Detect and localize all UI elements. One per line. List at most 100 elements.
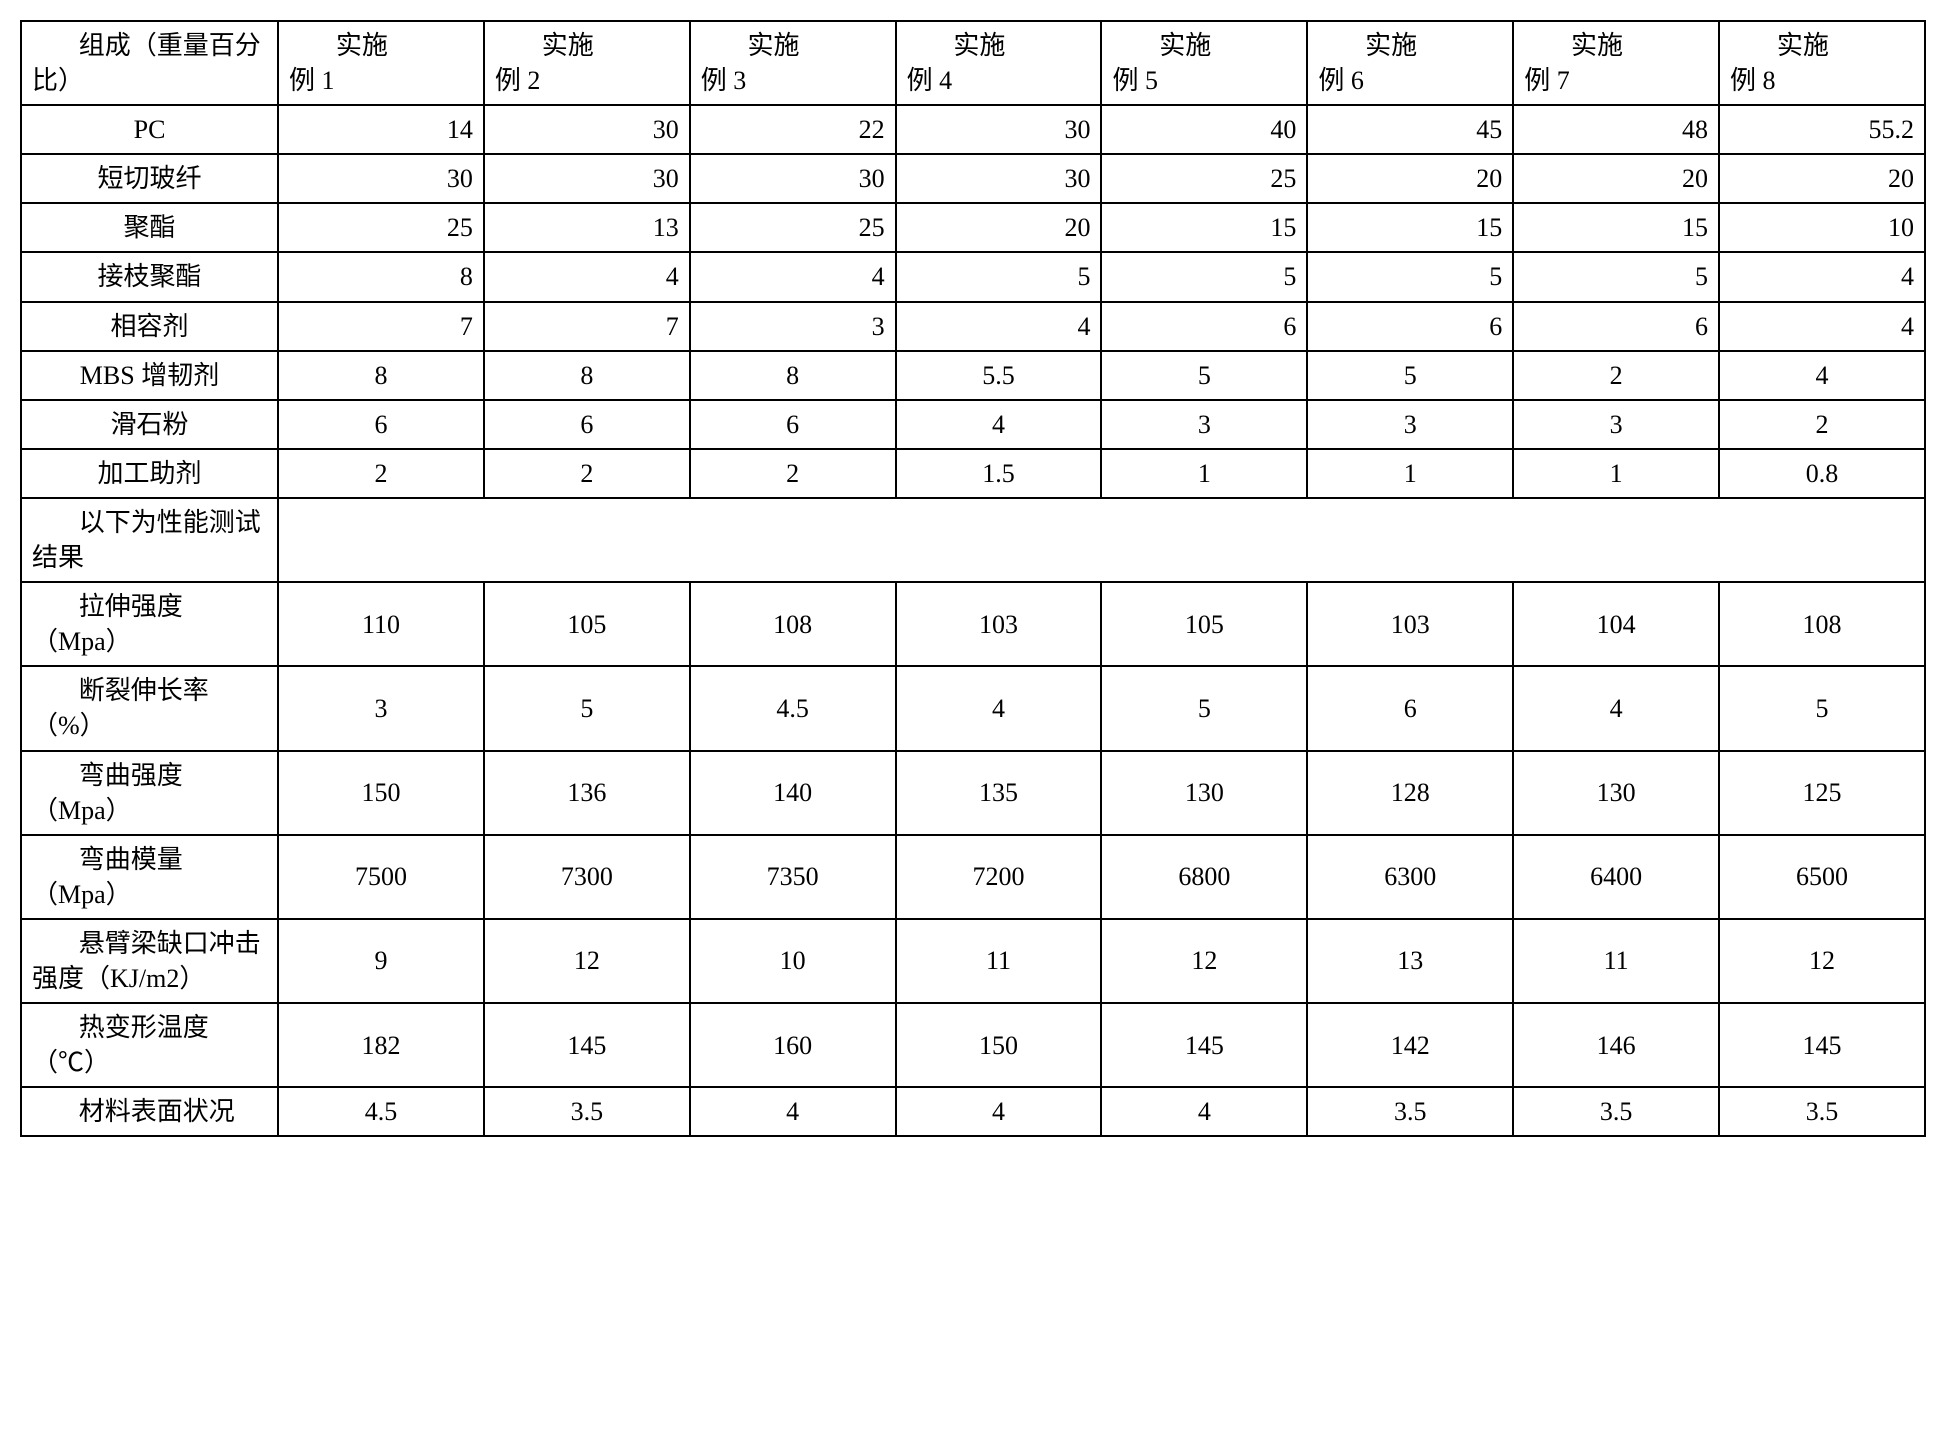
data-cell: 10 [690,919,896,1003]
row-label: 拉伸强度（Mpa） [21,582,278,666]
data-cell: 3.5 [1719,1087,1925,1136]
table-row: 聚酯2513252015151510 [21,203,1925,252]
data-cell: 135 [896,751,1102,835]
data-cell: 40 [1101,105,1307,154]
data-cell: 4 [896,666,1102,750]
section-header-span [278,498,1925,582]
data-cell: 4 [896,302,1102,351]
data-cell: 3 [1307,400,1513,449]
row-label: 断裂伸长率（%） [21,666,278,750]
data-cell: 20 [896,203,1102,252]
table-row: 相容剂77346664 [21,302,1925,351]
data-cell: 14 [278,105,484,154]
data-cell: 9 [278,919,484,1003]
data-cell: 8 [690,351,896,400]
data-cell: 6500 [1719,835,1925,919]
table-row: 加工助剂2221.51110.8 [21,449,1925,498]
table-row: 短切玻纤3030303025202020 [21,154,1925,203]
row-label: 短切玻纤 [21,154,278,203]
data-cell: 2 [484,449,690,498]
data-cell: 145 [1719,1003,1925,1087]
column-header: 实施例 6 [1307,21,1513,105]
data-cell: 5 [1307,252,1513,301]
table-row: MBS 增韧剂8885.55524 [21,351,1925,400]
row-label: 滑石粉 [21,400,278,449]
data-cell: 104 [1513,582,1719,666]
data-cell: 5 [1719,666,1925,750]
data-cell: 3.5 [1513,1087,1719,1136]
column-header: 实施例 1 [278,21,484,105]
data-cell: 4 [690,1087,896,1136]
data-cell: 20 [1513,154,1719,203]
table-row: 热变形温度（℃）182145160150145142146145 [21,1003,1925,1087]
data-cell: 6300 [1307,835,1513,919]
row-label: 弯曲模量（Mpa） [21,835,278,919]
data-cell: 6 [1513,302,1719,351]
data-cell: 140 [690,751,896,835]
data-cell: 1.5 [896,449,1102,498]
table-row: 拉伸强度（Mpa）110105108103105103104108 [21,582,1925,666]
data-cell: 25 [690,203,896,252]
data-cell: 1 [1101,449,1307,498]
row-label: 悬臂梁缺口冲击强度（KJ/m2） [21,919,278,1003]
data-cell: 160 [690,1003,896,1087]
data-cell: 55.2 [1719,105,1925,154]
data-cell: 0.8 [1719,449,1925,498]
data-cell: 150 [896,1003,1102,1087]
table-row: 断裂伸长率（%）354.545645 [21,666,1925,750]
data-cell: 130 [1513,751,1719,835]
data-cell: 4 [1101,1087,1307,1136]
data-cell: 105 [484,582,690,666]
row-label: 接枝聚酯 [21,252,278,301]
data-cell: 4 [1513,666,1719,750]
data-cell: 4.5 [278,1087,484,1136]
data-cell: 13 [484,203,690,252]
row-label-header: 组成（重量百分比） [21,21,278,105]
data-cell: 15 [1101,203,1307,252]
data-cell: 11 [1513,919,1719,1003]
data-cell: 2 [690,449,896,498]
data-cell: 4 [1719,302,1925,351]
data-cell: 48 [1513,105,1719,154]
data-cell: 130 [1101,751,1307,835]
data-cell: 45 [1307,105,1513,154]
data-cell: 146 [1513,1003,1719,1087]
data-cell: 1 [1513,449,1719,498]
row-label: 热变形温度（℃） [21,1003,278,1087]
data-cell: 105 [1101,582,1307,666]
row-label: PC [21,105,278,154]
data-cell: 7 [484,302,690,351]
column-header: 实施例 8 [1719,21,1925,105]
data-cell: 6 [484,400,690,449]
data-cell: 30 [484,154,690,203]
data-cell: 30 [484,105,690,154]
data-cell: 108 [1719,582,1925,666]
data-cell: 30 [278,154,484,203]
data-cell: 5 [1101,666,1307,750]
column-header: 实施例 5 [1101,21,1307,105]
data-cell: 4 [484,252,690,301]
data-cell: 6400 [1513,835,1719,919]
row-label: 相容剂 [21,302,278,351]
data-cell: 6 [690,400,896,449]
data-cell: 3 [690,302,896,351]
data-cell: 108 [690,582,896,666]
data-cell: 1 [1307,449,1513,498]
data-cell: 7200 [896,835,1102,919]
data-cell: 110 [278,582,484,666]
data-cell: 3.5 [484,1087,690,1136]
data-cell: 4 [690,252,896,301]
data-cell: 5.5 [896,351,1102,400]
data-cell: 30 [690,154,896,203]
data-cell: 103 [896,582,1102,666]
data-cell: 12 [1101,919,1307,1003]
data-cell: 5 [484,666,690,750]
data-cell: 2 [278,449,484,498]
data-cell: 5 [1307,351,1513,400]
section-header: 以下为性能测试结果 [21,498,278,582]
data-cell: 7 [278,302,484,351]
data-cell: 10 [1719,203,1925,252]
table-row: 滑石粉66643332 [21,400,1925,449]
row-label: 材料表面状况 [21,1087,278,1136]
data-cell: 128 [1307,751,1513,835]
